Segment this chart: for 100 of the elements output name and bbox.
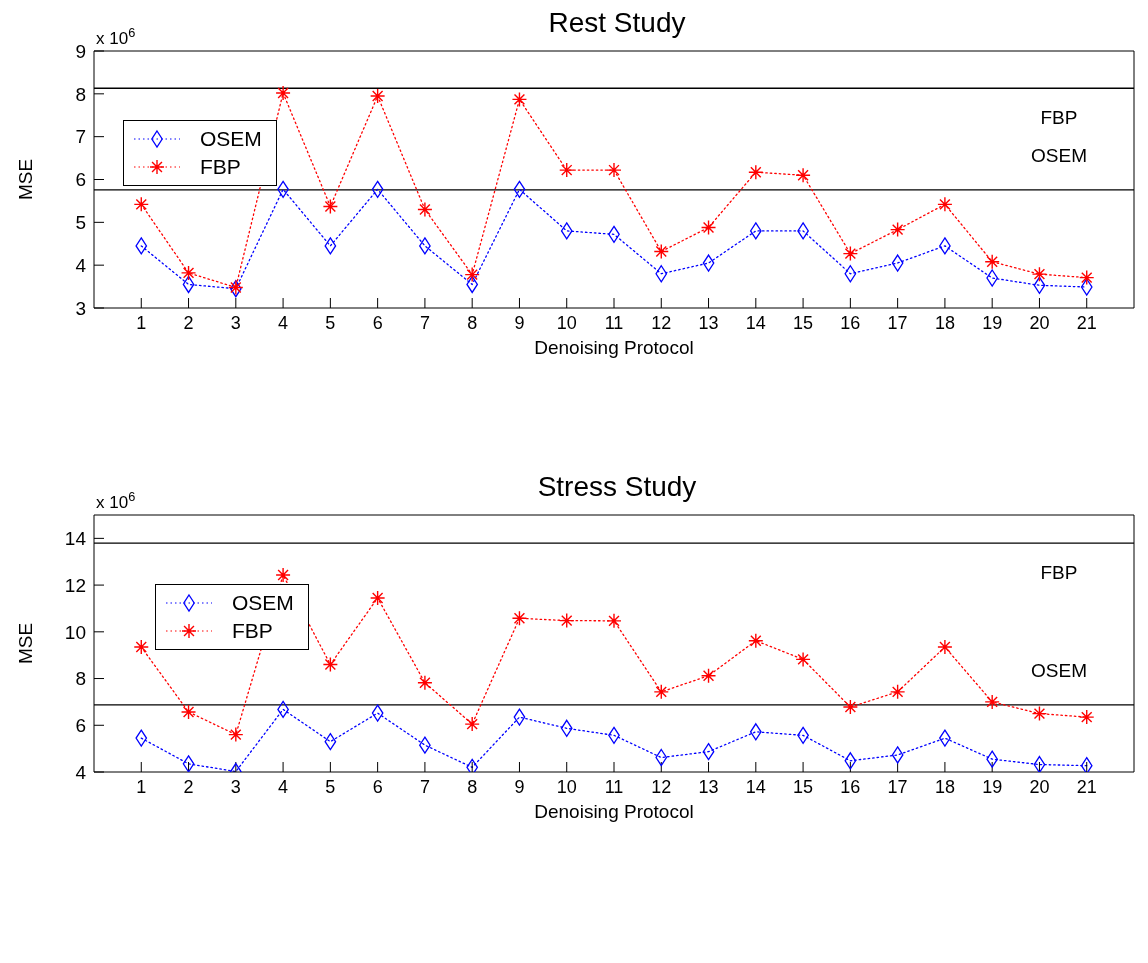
- x-tick-label: 2: [183, 776, 194, 797]
- x-tick-label: 3: [230, 776, 241, 797]
- point: [559, 162, 575, 178]
- point: [228, 726, 244, 743]
- point: [891, 746, 904, 764]
- x-tick-label: 21: [1076, 776, 1097, 797]
- point: [842, 245, 859, 262]
- x-tick-label: 11: [604, 776, 624, 797]
- point: [275, 567, 291, 583]
- point: [844, 265, 857, 283]
- x-tick-label: 18: [934, 312, 955, 333]
- point: [322, 656, 339, 673]
- x-tick-label: 1: [136, 776, 147, 797]
- point: [180, 265, 197, 281]
- point: [560, 719, 573, 737]
- point: [135, 729, 148, 747]
- x-tick-label: 7: [419, 312, 430, 333]
- x-tick-label: 6: [372, 312, 383, 333]
- x-axis-title: Denoising Protocol: [534, 801, 694, 823]
- point: [606, 613, 622, 629]
- y-tick-label: 9: [75, 40, 86, 62]
- x-tick-label: 9: [514, 312, 525, 333]
- x-tick-label: 17: [887, 776, 908, 797]
- x-tick-label: 15: [793, 776, 814, 797]
- point: [795, 167, 811, 183]
- point: [182, 755, 195, 772]
- chart-title: Rest Study: [548, 7, 686, 38]
- point: [369, 88, 386, 104]
- y-tick-label: 4: [75, 761, 87, 783]
- x-tick-label: 1: [136, 312, 147, 333]
- point: [560, 222, 573, 240]
- point: [180, 704, 197, 720]
- point: [748, 164, 764, 180]
- x-tick-label: 5: [325, 776, 336, 797]
- x-tick-label: 8: [467, 312, 478, 333]
- y-tick-label: 12: [64, 574, 86, 596]
- y-axis-title: MSE: [14, 158, 36, 201]
- y-tick-label: 8: [75, 668, 86, 690]
- point: [937, 639, 953, 655]
- point: [464, 716, 480, 732]
- point: [749, 723, 762, 741]
- point: [135, 237, 148, 255]
- point: [1033, 276, 1046, 294]
- x-tick-label: 13: [698, 312, 719, 333]
- point: [889, 221, 906, 238]
- x-tick-label: 14: [745, 312, 766, 333]
- point: [748, 633, 764, 649]
- x-tick-label: 20: [1029, 776, 1050, 797]
- point: [795, 651, 811, 668]
- point: [702, 743, 715, 761]
- point: [844, 752, 857, 770]
- ref-line-label: OSEM: [1031, 659, 1087, 681]
- point: [275, 85, 291, 101]
- x-tick-label: 8: [467, 776, 478, 797]
- x-tick-label: 19: [982, 312, 1003, 333]
- point: [749, 222, 762, 240]
- ref-line-label: FBP: [1040, 562, 1078, 584]
- x-tick-label: 18: [934, 776, 955, 797]
- point: [842, 699, 859, 715]
- point: [984, 254, 1000, 270]
- point: [702, 254, 715, 272]
- point: [986, 269, 999, 287]
- point: [655, 265, 668, 283]
- point: [1033, 755, 1046, 772]
- point: [891, 254, 904, 272]
- y-tick-label: 3: [75, 297, 86, 319]
- x-tick-label: 4: [278, 312, 289, 333]
- point: [1031, 266, 1048, 282]
- point: [1080, 757, 1093, 772]
- y-tick-label: 6: [75, 169, 86, 191]
- text: x 10$^{6}$: [96, 24, 136, 48]
- point: [1079, 709, 1095, 725]
- x-tick-label: 6: [372, 776, 383, 797]
- chart-title: Stress Study: [537, 471, 697, 502]
- y-tick-label: 7: [75, 126, 86, 148]
- point: [133, 639, 149, 655]
- x-tick-label: 21: [1076, 312, 1097, 333]
- point: [889, 684, 906, 700]
- x-tick-label: 4: [278, 776, 289, 797]
- point: [511, 91, 528, 108]
- ref-line-label: OSEM: [1031, 144, 1087, 166]
- x-tick-label: 9: [514, 776, 525, 797]
- legend-label: OSEM: [200, 127, 262, 151]
- y-tick-label: 6: [75, 715, 86, 737]
- x-tick-label: 2: [183, 312, 194, 333]
- x-tick-label: 20: [1029, 312, 1050, 333]
- point: [986, 750, 999, 768]
- point: [322, 198, 339, 215]
- x-tick-label: 12: [651, 312, 672, 333]
- point: [371, 704, 384, 722]
- y-tick-label: 14: [64, 528, 87, 550]
- point: [369, 590, 386, 606]
- point: [700, 219, 717, 236]
- ref-line-label: FBP: [1040, 107, 1078, 129]
- x-tick-label: 10: [556, 312, 577, 333]
- x-tick-label: 14: [745, 776, 766, 797]
- point: [513, 708, 526, 726]
- point: [371, 180, 384, 198]
- point: [653, 243, 669, 260]
- x-tick-label: 11: [604, 312, 624, 333]
